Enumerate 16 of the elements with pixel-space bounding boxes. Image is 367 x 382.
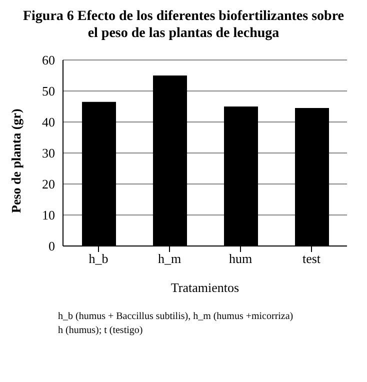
text: h_b (humus + Baccillus subtilis), h_m (humus +micorriza) bbox=[58, 310, 294, 324]
chart-title: Figura 6 Efecto de los diferentes biofertilizantes sobre el peso de las plantas de lechuga bbox=[22, 8, 346, 42]
y-tick-label: 30 bbox=[42, 146, 55, 161]
x-tick-label: hum bbox=[228, 251, 252, 266]
x-axis-title: Tratamientos bbox=[170, 280, 240, 295]
y-axis-title: Peso de planta (gr) bbox=[8, 108, 24, 213]
y-tick-label: 20 bbox=[42, 176, 55, 192]
x-tick-label: test bbox=[302, 251, 321, 266]
x-tick-label: h_b bbox=[88, 251, 108, 266]
y-tick-label: 10 bbox=[42, 208, 55, 223]
y-tick-label: 50 bbox=[42, 84, 55, 99]
y-tick-label: 60 bbox=[42, 52, 55, 68]
x-tick-label: h_m bbox=[158, 251, 182, 266]
y-tick-label: 40 bbox=[42, 114, 55, 130]
text: h (humus); t (testigo) bbox=[58, 324, 144, 338]
y-tick-label: 0 bbox=[48, 238, 55, 254]
